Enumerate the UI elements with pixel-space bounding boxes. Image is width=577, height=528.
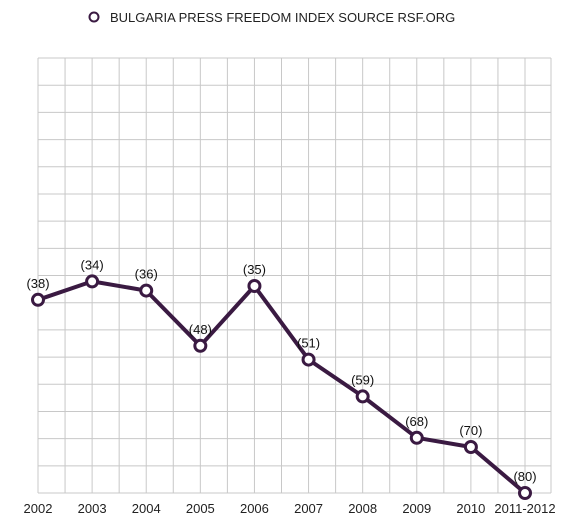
data-point (85, 274, 100, 289)
data-label: (70) (459, 423, 482, 438)
data-label: (38) (26, 276, 49, 291)
data-point (409, 430, 424, 445)
x-tick-label: 2008 (348, 501, 377, 516)
data-label: (59) (351, 372, 374, 387)
data-point (355, 389, 370, 404)
x-tick-label: 2002 (24, 501, 53, 516)
x-tick-label: 2003 (78, 501, 107, 516)
data-label: (48) (189, 322, 212, 337)
data-label: (68) (405, 414, 428, 429)
x-tick-label: 2007 (294, 501, 323, 516)
series-line (36, 279, 527, 495)
legend-label: BULGARIA PRESS FREEDOM INDEX SOURCE RSF.… (110, 10, 455, 25)
x-tick-label: 2006 (240, 501, 269, 516)
x-tick-label: 2009 (402, 501, 431, 516)
legend-marker-icon (88, 11, 100, 23)
data-point (247, 279, 262, 293)
data-point (463, 440, 478, 454)
data-labels: (38) (34) (36) (48) (35) (51) (59) (68) (70) (80) (26, 257, 536, 484)
plot-grid (37, 57, 552, 494)
legend: BULGARIA PRESS FREEDOM INDEX SOURCE RSF.… (88, 10, 455, 25)
data-label: (36) (135, 267, 158, 282)
data-label: (51) (297, 336, 320, 351)
data-point (31, 292, 45, 307)
data-label: (80) (513, 469, 536, 484)
data-point (193, 338, 208, 353)
x-axis-tick-labels: 2002 2003 2004 2005 2006 2007 2008 2009 2010 2011… (24, 501, 556, 516)
data-point (301, 352, 316, 367)
x-tick-label: 2005 (186, 501, 215, 516)
x-tick-label: 2004 (132, 501, 161, 516)
data-label: (34) (81, 257, 104, 272)
data-point (518, 486, 532, 500)
x-tick-label: 2010 (456, 501, 485, 516)
data-point (139, 283, 154, 298)
data-label: (35) (243, 262, 266, 277)
series-markers (31, 274, 532, 500)
x-tick-label: 2011-2012 (494, 501, 555, 516)
